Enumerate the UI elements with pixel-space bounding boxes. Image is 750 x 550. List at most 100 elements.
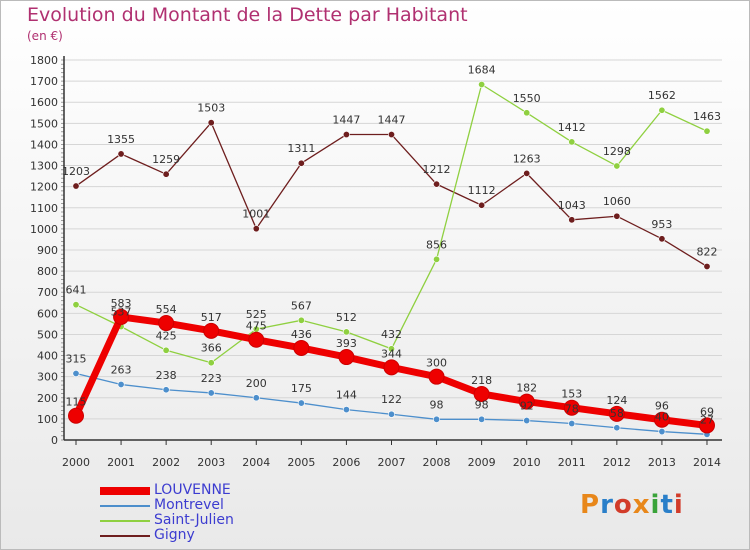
x-tick-label: 2010 xyxy=(513,456,541,469)
y-tick-label: 500 xyxy=(37,328,58,341)
data-label: 58 xyxy=(610,407,624,420)
logo-letter: i xyxy=(650,490,661,520)
data-label: 856 xyxy=(426,238,447,251)
y-tick-label: 800 xyxy=(37,265,58,278)
data-point xyxy=(297,316,305,324)
data-label: 583 xyxy=(111,297,132,310)
data-label: 1298 xyxy=(603,145,631,158)
data-label: 1550 xyxy=(513,92,541,105)
data-label: 567 xyxy=(291,299,312,312)
y-tick-label: 1500 xyxy=(30,117,58,130)
chart-subtitle: (en €) xyxy=(27,29,63,43)
x-tick-label: 2003 xyxy=(197,456,225,469)
data-label: 223 xyxy=(201,372,222,385)
data-point xyxy=(433,415,441,423)
data-point xyxy=(248,331,265,348)
data-label: 393 xyxy=(336,337,357,350)
logo-letter: i xyxy=(673,490,684,520)
y-tick-label: 0 xyxy=(51,434,58,447)
data-label: 436 xyxy=(291,328,312,341)
x-tick-label: 2007 xyxy=(377,456,405,469)
data-label: 1259 xyxy=(152,153,180,166)
data-point xyxy=(703,127,711,135)
data-point xyxy=(478,80,486,88)
legend-label: Saint-Julien xyxy=(154,512,234,528)
data-label: 1355 xyxy=(107,133,135,146)
data-label: 475 xyxy=(246,320,267,333)
data-point xyxy=(207,359,215,367)
data-point xyxy=(568,420,576,428)
data-point xyxy=(433,180,441,188)
data-label: 425 xyxy=(156,329,177,342)
data-point xyxy=(658,106,666,114)
data-point xyxy=(703,262,711,270)
legend-swatch xyxy=(100,520,150,522)
y-tick-label: 100 xyxy=(37,413,58,426)
data-label: 1203 xyxy=(62,165,90,178)
data-label: 1412 xyxy=(558,121,586,134)
data-point xyxy=(72,369,80,377)
x-tick-label: 2002 xyxy=(152,456,180,469)
data-point xyxy=(207,389,215,397)
x-tick-label: 2000 xyxy=(62,456,90,469)
data-point xyxy=(338,349,355,366)
data-point xyxy=(473,385,490,402)
data-label: 98 xyxy=(430,398,444,411)
logo-letter: t xyxy=(660,490,674,520)
data-point xyxy=(207,119,215,127)
data-label: 1463 xyxy=(693,110,721,123)
data-label: 432 xyxy=(381,328,402,341)
data-label: 115 xyxy=(66,396,87,409)
data-point xyxy=(613,424,621,432)
logo-letter: o xyxy=(613,490,633,520)
data-label: 153 xyxy=(561,388,582,401)
data-label: 69 xyxy=(700,405,714,418)
data-label: 512 xyxy=(336,311,357,324)
data-point xyxy=(203,322,220,339)
data-label: 1447 xyxy=(377,114,405,127)
x-tick-label: 2011 xyxy=(558,456,586,469)
data-label: 1503 xyxy=(197,102,225,115)
data-point xyxy=(383,359,400,376)
data-label: 144 xyxy=(336,389,357,402)
data-label: 641 xyxy=(66,284,87,297)
data-point xyxy=(117,380,125,388)
data-point xyxy=(478,415,486,423)
data-point xyxy=(113,308,130,325)
data-point xyxy=(518,393,535,410)
data-label: 1684 xyxy=(468,63,496,76)
data-label: 554 xyxy=(156,303,177,316)
y-tick-label: 900 xyxy=(37,244,58,257)
logo-letter: x xyxy=(632,490,651,520)
data-label: 200 xyxy=(246,377,267,390)
x-tick-label: 2014 xyxy=(693,456,721,469)
data-point xyxy=(162,386,170,394)
data-point xyxy=(568,216,576,224)
y-tick-label: 700 xyxy=(37,286,58,299)
y-tick-label: 1800 xyxy=(30,54,58,67)
y-tick-label: 300 xyxy=(37,371,58,384)
y-tick-label: 1200 xyxy=(30,181,58,194)
x-tick-label: 2008 xyxy=(423,456,451,469)
legend-label: Montrevel xyxy=(154,497,224,513)
data-label: 1060 xyxy=(603,195,631,208)
x-tick-label: 2013 xyxy=(648,456,676,469)
data-point xyxy=(523,169,531,177)
data-label: 92 xyxy=(520,400,534,413)
logo-letter: P xyxy=(580,490,601,520)
legend-swatch xyxy=(100,487,150,495)
y-tick-label: 1100 xyxy=(30,202,58,215)
data-point xyxy=(117,150,125,158)
data-point xyxy=(478,201,486,209)
data-point xyxy=(252,225,260,233)
legend-swatch xyxy=(100,505,150,507)
data-label: 1562 xyxy=(648,89,676,102)
data-point xyxy=(342,328,350,336)
data-label: 822 xyxy=(696,245,717,258)
data-label: 218 xyxy=(471,374,492,387)
data-point xyxy=(387,345,395,353)
data-label: 315 xyxy=(66,353,87,366)
data-point xyxy=(68,407,84,424)
data-point xyxy=(563,399,580,416)
